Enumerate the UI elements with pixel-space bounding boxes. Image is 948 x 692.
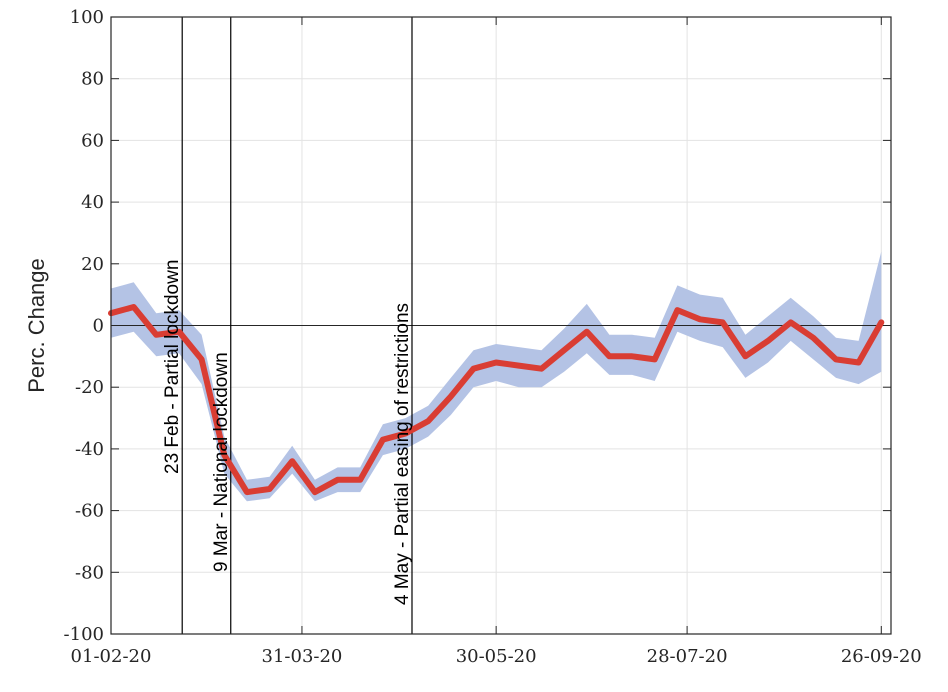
y-tick-label: -40 — [75, 439, 104, 460]
y-axis-label: Perc. Change — [24, 258, 49, 393]
y-tick-label: -20 — [75, 377, 104, 398]
y-tick-labels: -100 -80 -60 -40 -20 0 20 40 60 80 100 — [64, 7, 104, 645]
axis-ticks — [110, 16, 891, 635]
y-tick-label: 0 — [93, 316, 104, 337]
x-tick-labels: 01-02-20 31-03-20 30-05-20 28-07-20 26-09-20 — [71, 646, 922, 667]
y-tick-label: 40 — [81, 192, 104, 213]
y-tick-label: 100 — [70, 7, 104, 28]
y-tick-label: -80 — [75, 562, 104, 583]
event-lines — [181, 17, 413, 634]
event-labels: 23 Feb - Partial lockdown 9 Mar - Nationa… — [162, 260, 413, 605]
y-tick-label: -60 — [75, 501, 104, 522]
event-label: 9 Mar - National lockdown — [211, 352, 232, 572]
x-tick-label: 01-02-20 — [71, 646, 152, 667]
y-tick-label: 20 — [81, 254, 104, 275]
x-tick-label: 26-09-20 — [841, 646, 922, 667]
x-tick-label: 28-07-20 — [647, 646, 728, 667]
y-tick-label: -100 — [64, 624, 104, 645]
x-tick-label: 31-03-20 — [262, 646, 343, 667]
event-label: 4 May - Partial easing of restrictions — [392, 303, 413, 605]
event-label: 23 Feb - Partial lockdown — [162, 260, 183, 474]
x-tick-label: 30-05-20 — [456, 646, 537, 667]
series-line — [108, 304, 885, 496]
y-tick-label: 80 — [81, 69, 104, 90]
y-tick-label: 60 — [81, 130, 104, 151]
